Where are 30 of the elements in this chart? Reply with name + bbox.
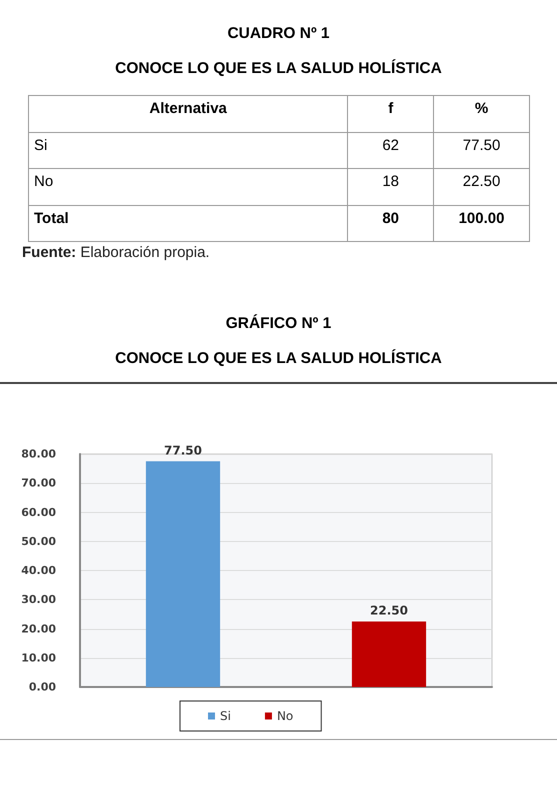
source-note: Fuente: Elaboración propia. [22,244,211,262]
y-tick-label: 10.00 [21,651,56,664]
y-tick-label: 20.00 [21,622,56,636]
category-label: Si [28,132,348,168]
y-tick-label: 70.00 [21,476,56,490]
y-tick-label: 30.00 [21,593,56,606]
legend-label: No [276,709,294,723]
data-label: 18 [348,168,434,205]
text: CONOCE LO QUE ES LA SALUD HOLÍSTICA [114,58,443,79]
chart-subtitle: CONOCE LO QUE ES LA SALUD HOLÍSTICA [114,348,443,369]
data-label: 100.00 [434,205,530,242]
text: f [348,96,434,132]
data-label: 80 [348,205,434,242]
y-tick-label: 0.00 [28,680,56,694]
legend-label: Si [220,709,231,723]
data-label: 77.50 [434,132,530,168]
chart-title: GRÁFICO Nº 1 [224,313,332,334]
y-tick-label: 40.00 [21,564,56,577]
y-tick-label: 80.00 [21,448,56,460]
text: % [434,96,530,132]
data-label: 62 [348,132,434,168]
text: Alternativa [28,96,348,132]
category-label: Total [28,205,348,242]
category-label: No [28,168,348,205]
data-label: 77.50 [164,443,202,458]
y-tick-label: 60.00 [21,506,56,519]
text: CUADRO Nº 1 [226,24,331,44]
data-label: 22.50 [370,603,408,618]
data-label: 22.50 [434,168,530,205]
y-tick-label: 50.00 [21,534,56,548]
